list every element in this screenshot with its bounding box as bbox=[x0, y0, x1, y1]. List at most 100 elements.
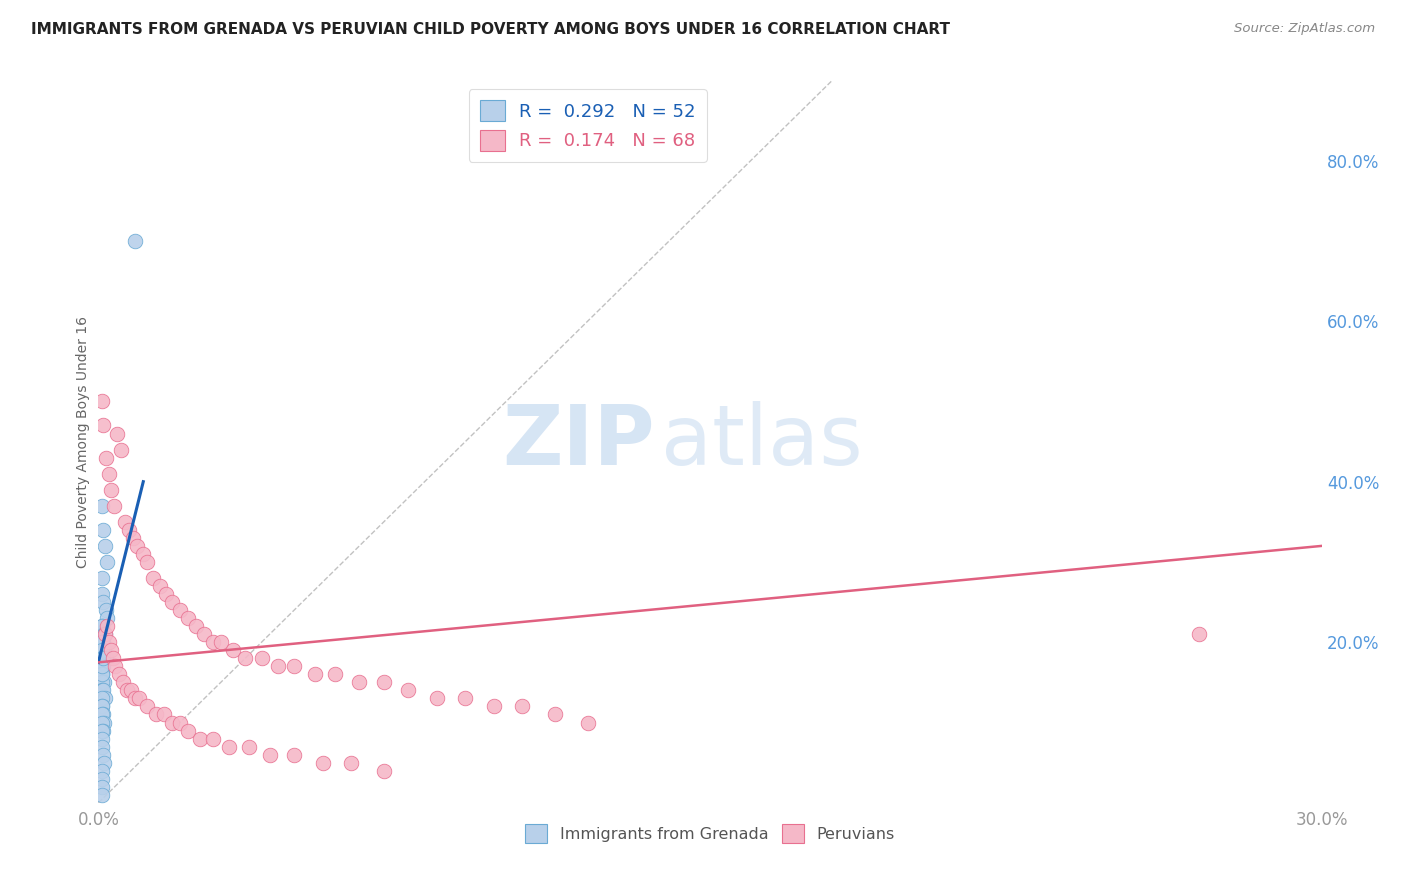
Point bbox=[91, 667, 114, 681]
Point bbox=[91, 667, 114, 681]
Point bbox=[91, 587, 114, 601]
Point bbox=[90, 619, 112, 633]
Point bbox=[128, 691, 150, 706]
Point bbox=[91, 723, 114, 738]
Point bbox=[90, 499, 112, 513]
Point bbox=[111, 675, 134, 690]
Point bbox=[142, 571, 165, 585]
Point bbox=[105, 426, 128, 441]
Text: ZIP: ZIP bbox=[502, 401, 655, 482]
Point bbox=[283, 659, 305, 673]
Point bbox=[90, 651, 112, 665]
Point bbox=[91, 659, 114, 673]
Point bbox=[91, 683, 114, 698]
Point bbox=[155, 587, 177, 601]
Point bbox=[90, 707, 112, 722]
Point bbox=[110, 442, 132, 457]
Point bbox=[1188, 627, 1211, 641]
Point bbox=[96, 619, 118, 633]
Point bbox=[396, 683, 419, 698]
Point bbox=[91, 747, 114, 762]
Point bbox=[94, 450, 117, 465]
Point bbox=[233, 651, 256, 665]
Point bbox=[91, 707, 114, 722]
Point bbox=[201, 731, 224, 746]
Point bbox=[177, 723, 200, 738]
Point bbox=[340, 756, 363, 770]
Text: Source: ZipAtlas.com: Source: ZipAtlas.com bbox=[1234, 22, 1375, 36]
Point bbox=[145, 707, 167, 722]
Point bbox=[454, 691, 477, 706]
Point bbox=[108, 667, 131, 681]
Point bbox=[482, 699, 505, 714]
Point bbox=[96, 555, 118, 569]
Point bbox=[512, 699, 534, 714]
Point bbox=[349, 675, 371, 690]
Point bbox=[91, 651, 114, 665]
Point bbox=[304, 667, 326, 681]
Point bbox=[104, 659, 127, 673]
Point bbox=[93, 675, 115, 690]
Point bbox=[118, 523, 141, 537]
Point bbox=[177, 611, 200, 625]
Point bbox=[114, 515, 136, 529]
Legend: Immigrants from Grenada, Peruvians: Immigrants from Grenada, Peruvians bbox=[519, 818, 901, 849]
Point bbox=[91, 691, 114, 706]
Point bbox=[312, 756, 335, 770]
Point bbox=[96, 611, 118, 625]
Point bbox=[120, 683, 142, 698]
Point bbox=[91, 635, 114, 649]
Point bbox=[97, 467, 120, 481]
Point bbox=[115, 683, 138, 698]
Point bbox=[90, 635, 112, 649]
Point bbox=[93, 715, 115, 730]
Point bbox=[124, 691, 146, 706]
Point bbox=[90, 788, 112, 802]
Point bbox=[193, 627, 215, 641]
Point bbox=[186, 619, 208, 633]
Point bbox=[91, 675, 114, 690]
Point bbox=[90, 571, 112, 585]
Point bbox=[90, 667, 112, 681]
Point bbox=[259, 747, 281, 762]
Point bbox=[93, 756, 115, 770]
Point bbox=[160, 595, 183, 609]
Point bbox=[188, 731, 212, 746]
Point bbox=[93, 643, 115, 657]
Point bbox=[90, 780, 112, 794]
Y-axis label: Child Poverty Among Boys Under 16: Child Poverty Among Boys Under 16 bbox=[76, 316, 90, 567]
Point bbox=[91, 635, 114, 649]
Point bbox=[132, 547, 155, 561]
Point bbox=[91, 699, 114, 714]
Point bbox=[127, 539, 149, 553]
Point bbox=[90, 739, 112, 754]
Point bbox=[201, 635, 224, 649]
Point bbox=[91, 731, 114, 746]
Point bbox=[160, 715, 183, 730]
Point bbox=[91, 659, 114, 673]
Point bbox=[94, 691, 117, 706]
Point bbox=[90, 683, 112, 698]
Point bbox=[373, 764, 395, 778]
Point bbox=[169, 715, 191, 730]
Point bbox=[152, 707, 174, 722]
Point bbox=[90, 764, 112, 778]
Point bbox=[91, 619, 114, 633]
Point bbox=[169, 603, 191, 617]
Point bbox=[94, 627, 117, 641]
Point bbox=[90, 394, 112, 409]
Point bbox=[373, 675, 395, 690]
Point bbox=[91, 651, 114, 665]
Point bbox=[90, 723, 112, 738]
Point bbox=[209, 635, 232, 649]
Point bbox=[91, 418, 114, 433]
Point bbox=[97, 635, 120, 649]
Point bbox=[90, 659, 112, 673]
Point bbox=[93, 627, 115, 641]
Point bbox=[90, 659, 112, 673]
Point bbox=[100, 483, 122, 497]
Point bbox=[94, 603, 117, 617]
Point bbox=[94, 651, 117, 665]
Point bbox=[122, 531, 145, 545]
Point bbox=[100, 643, 122, 657]
